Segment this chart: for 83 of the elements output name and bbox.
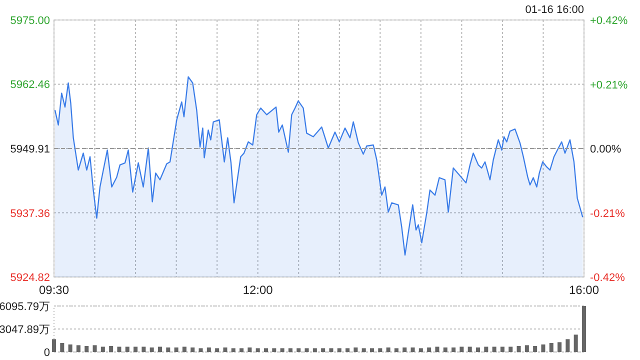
bar [435,346,440,352]
bar [410,347,415,352]
bar [508,346,513,352]
y2-tick-label: +0.42% [590,15,628,27]
bar [394,348,398,352]
bar [280,348,284,352]
bar [427,347,432,352]
bar [484,346,488,352]
bar [533,346,538,352]
y-tick-label: 5962.46 [10,79,50,92]
bar [231,348,236,352]
y-tick-label: 5937.36 [10,208,50,220]
bar [84,346,89,352]
bar [182,346,186,352]
bar [386,347,390,352]
bar [354,347,358,352]
bar [549,342,554,352]
x-tick-label: 09:30 [38,283,70,297]
bar [198,348,203,352]
y-tick-label: 0 [44,347,50,359]
bar [158,346,162,352]
bar [166,347,170,352]
bar [100,346,105,352]
bar [142,346,146,352]
bar [582,306,586,352]
y-tick-label: 6095.79万 [0,301,50,313]
bar [76,345,80,352]
y-tick-label: 5924.82 [10,272,50,284]
bar [378,348,382,352]
bar [190,347,195,352]
bar [402,347,407,352]
bar [174,347,178,352]
bar [524,345,529,352]
y-tick-label: 5975.00 [10,15,50,27]
bar [296,348,301,352]
bar [452,347,456,352]
bar [476,347,480,352]
bar [312,348,317,352]
bar [150,347,154,352]
bar [68,344,72,352]
bar [329,348,334,352]
bar [516,346,521,352]
bar [256,348,260,352]
chart-subtitle: 01-16 16:00 [525,4,584,16]
bar [117,346,122,352]
bar [460,346,464,352]
bar [468,346,472,352]
bar [272,348,276,352]
bar [541,344,546,352]
x-tick-label: 16:00 [568,283,600,297]
bar [109,346,114,352]
bar [337,348,342,352]
bar [240,348,244,352]
bar [52,339,56,352]
bar [134,346,138,352]
bar [60,342,64,352]
bar [500,346,504,352]
bar [370,348,374,352]
bar [566,339,570,352]
bar [288,348,292,352]
x-tick-label: 12:00 [242,283,274,297]
y-tick-label: 3047.89万 [0,324,50,336]
y2-tick-label: 0.00% [590,144,622,156]
bar [418,348,423,352]
bar [574,334,578,352]
bar [443,347,448,352]
y2-tick-label: +0.21% [590,79,628,92]
bar [223,347,228,352]
bar [206,347,211,352]
bar [304,348,309,352]
bar [125,346,130,352]
bar [362,348,366,352]
bar [264,348,268,352]
y-tick-label: 5949.91 [10,144,50,156]
y2-tick-label: -0.21% [590,208,626,220]
bar [492,346,496,352]
y2-tick-label: -0.42% [590,272,626,284]
bar [321,348,326,352]
bar [558,342,562,352]
bar [215,348,220,352]
bar [248,347,252,352]
bar [346,348,350,352]
bar [92,345,97,352]
